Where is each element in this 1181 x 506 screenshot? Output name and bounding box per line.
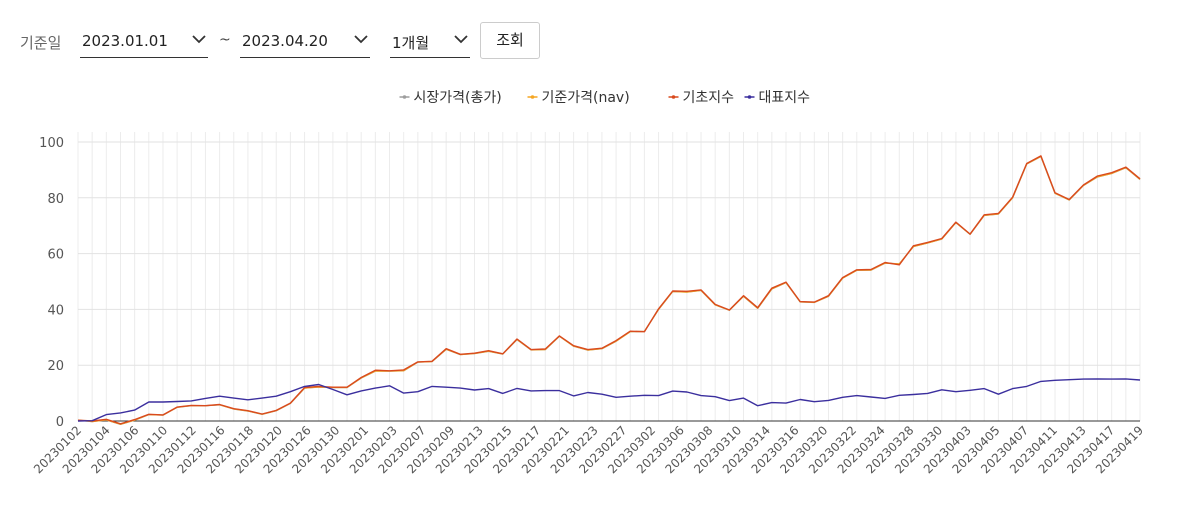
start-date-value: 2023.01.01 xyxy=(82,32,168,50)
legend-marker xyxy=(747,95,752,99)
filter-bar: 기준일 2023.01.01 ~ 2023.04.20 1개월 조회 xyxy=(0,0,1181,80)
line-chart: 0204060801002023010220230104202301062023… xyxy=(31,90,1146,476)
y-tick-label: 20 xyxy=(47,359,64,374)
series-line-3 xyxy=(77,155,1141,425)
y-tick-label: 40 xyxy=(47,303,64,318)
legend-label[interactable]: 기초지수 xyxy=(683,90,735,106)
chevron-down-icon xyxy=(192,35,206,44)
legend-marker xyxy=(671,95,676,99)
legend-marker xyxy=(530,95,535,99)
period-value: 1개월 xyxy=(392,34,430,52)
legend-label[interactable]: 기준가격(nav) xyxy=(542,90,630,106)
search-button[interactable]: 조회 xyxy=(480,22,540,59)
legend-label[interactable]: 시장가격(총가) xyxy=(414,90,502,106)
y-tick-label: 0 xyxy=(56,415,64,430)
chevron-down-icon xyxy=(454,35,468,44)
date-range-separator: ~ xyxy=(219,32,231,48)
series-line-2 xyxy=(77,155,1141,425)
end-date-select[interactable]: 2023.04.20 xyxy=(240,22,370,58)
date-label: 기준일 xyxy=(20,34,62,52)
chevron-down-icon xyxy=(354,35,368,44)
series-line-1 xyxy=(77,155,1141,425)
start-date-select[interactable]: 2023.01.01 xyxy=(80,22,208,58)
y-tick-label: 100 xyxy=(39,136,64,151)
period-select[interactable]: 1개월 xyxy=(390,22,470,58)
end-date-value: 2023.04.20 xyxy=(242,32,328,50)
legend-label[interactable]: 대표지수 xyxy=(759,90,811,106)
y-tick-label: 80 xyxy=(47,192,64,207)
series-line-4 xyxy=(77,378,1141,422)
y-tick-label: 60 xyxy=(47,248,64,263)
legend-marker xyxy=(402,95,407,99)
